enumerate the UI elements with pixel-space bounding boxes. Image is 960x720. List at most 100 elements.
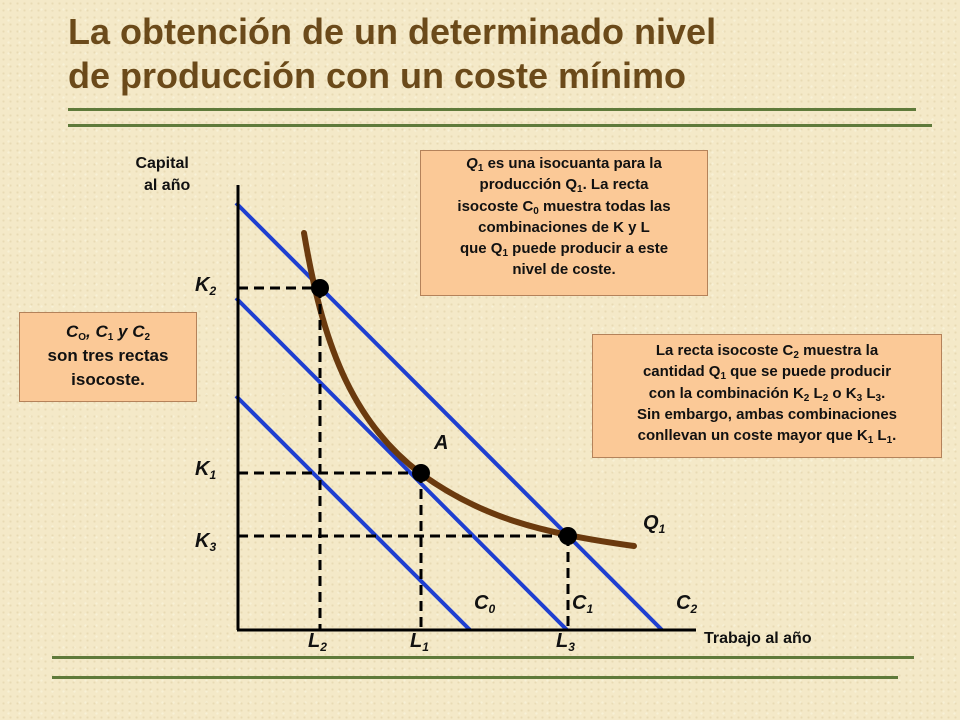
footer-rule-top — [52, 656, 914, 659]
note-right-line-3-sub-a: 2 — [803, 392, 810, 404]
label-l3-sub: 3 — [568, 640, 575, 654]
note-left-line-1: CO, C1 y C2 — [20, 320, 196, 344]
label-a: A — [434, 432, 449, 454]
label-l3-text: L — [556, 630, 569, 652]
note-right-line-5-sub-b: 1 — [886, 435, 893, 447]
note-top-line-2-b: . La recta — [582, 176, 649, 194]
label-k2-sub: 2 — [209, 284, 217, 298]
label-q1-sub: 1 — [658, 522, 666, 536]
label-k1: K1 — [195, 458, 216, 481]
label-l1: L1 — [410, 630, 429, 653]
note-right-line-2-b: que se puede producir — [726, 363, 892, 381]
footer-rule-bottom — [52, 676, 898, 679]
label-c0-text: C — [474, 592, 489, 614]
y-axis-label-line-1: Capital — [135, 155, 189, 172]
note-top-line-3-b: muestra todas las — [538, 197, 671, 215]
note-right-line-4: Sin embargo, ambas combinaciones — [636, 405, 898, 423]
label-l2-text: L — [308, 630, 321, 652]
label-c2-text: C — [676, 592, 691, 614]
title-rule-top — [68, 108, 916, 111]
note-right-line-3-sub-d: 3 — [875, 392, 882, 404]
label-k2-text: K — [195, 274, 210, 296]
note-top-q-sub: 1 — [477, 163, 484, 174]
point-k2-l2 — [311, 279, 329, 297]
note-top-line-2-a: producción Q — [479, 176, 578, 194]
title-rule-bottom — [68, 124, 932, 127]
note-top-line-3-sub: 0 — [533, 205, 539, 217]
note-left-c1: , C — [86, 322, 108, 341]
note-right-line-5-a: conllevan un coste mayor que K — [637, 427, 868, 445]
label-c0-sub: 0 — [488, 602, 496, 616]
note-left-c0-sub: O — [78, 332, 86, 343]
label-l2-sub: 2 — [320, 640, 327, 654]
note-isocost-lines: CO, C1 y C2 son tres rectas isocoste. — [19, 312, 197, 402]
note-top-q: Q — [466, 155, 478, 172]
label-k3-sub: 3 — [209, 540, 217, 554]
label-c1-sub: 1 — [586, 602, 594, 616]
label-k2: K2 — [195, 274, 216, 297]
note-top-line-1-rest: es una isocuanta para la — [483, 155, 662, 172]
note-top-line-2-sub: 1 — [577, 184, 583, 196]
label-k3: K3 — [195, 530, 216, 553]
label-c2: C2 — [676, 592, 697, 615]
note-right-line-2: cantidad Q1 que se puede producir — [593, 361, 941, 382]
label-l1-text: L — [410, 630, 423, 652]
note-right-line-1-a: La recta isocoste C — [655, 342, 794, 359]
note-left-c2: y C — [113, 322, 145, 341]
note-right-line-3-e: . — [881, 384, 886, 402]
title-line-2: de producción con un coste mínimo — [68, 55, 687, 96]
note-right-line-2-a: cantidad Q — [642, 363, 721, 381]
label-q1-text: Q — [643, 512, 659, 534]
page-title: La obtención de un determinado nivel de … — [68, 10, 928, 98]
point-a — [412, 464, 430, 482]
note-right-line-3-sub-b: 2 — [822, 392, 829, 404]
note-top-line-2: producción Q1. La recta — [421, 174, 707, 195]
note-right-line-3-a: con la combinación K — [648, 384, 804, 402]
title-line-1: La obtención de un determinado nivel — [68, 11, 717, 52]
note-right-line-1-b: muestra la — [798, 342, 879, 359]
note-right-line-5-c: . — [892, 427, 897, 445]
note-top-line-5-sub: 1 — [502, 248, 509, 260]
note-right-line-1-sub: 2 — [793, 350, 799, 361]
note-right-line-5-b: L — [873, 427, 887, 445]
note-top-line-4: combinaciones de K y L — [478, 218, 650, 236]
note-top-line-3: isocoste C0 muestra todas las — [421, 196, 707, 217]
note-top-line-5-b: puede producir a este — [508, 240, 669, 258]
y-axis-label-line-2: al año — [144, 177, 191, 194]
label-c2-sub: 2 — [690, 602, 698, 616]
label-q1: Q1 — [643, 512, 665, 535]
label-c0: C0 — [474, 592, 495, 615]
note-right-line-5: conllevan un coste mayor que K1 L1. — [593, 425, 941, 446]
note-top-line-3-a: isocoste C — [457, 197, 534, 215]
note-left-line-3: isocoste. — [71, 370, 145, 389]
note-left-c1-sub: 1 — [107, 332, 114, 343]
y-axis-label: Capital al año — [134, 153, 190, 197]
label-c1: C1 — [572, 592, 593, 615]
note-right-line-3-d: L — [862, 384, 876, 402]
note-right-line-1: La recta isocoste C2 muestra la — [593, 340, 941, 361]
note-isocost-c2: La recta isocoste C2 muestra la cantidad… — [592, 334, 942, 458]
note-right-line-2-sub: 1 — [720, 371, 727, 383]
isocost-line-c2 — [234, 201, 664, 632]
note-right-line-3-b: L — [809, 384, 823, 402]
note-left-c2-sub: 2 — [144, 332, 151, 343]
note-top-line-6: nivel de coste. — [512, 261, 616, 279]
label-l1-sub: 1 — [422, 640, 429, 654]
x-axis-label: Trabajo al año — [704, 630, 812, 647]
point-k3-l3 — [559, 527, 577, 545]
isocost-line-c1 — [234, 296, 569, 632]
note-left-c0: C — [65, 322, 79, 341]
dashed-guides — [238, 286, 570, 630]
note-top-line-5-a: que Q — [459, 240, 503, 258]
note-left-line-2: son tres rectas — [47, 346, 169, 365]
isocost-line-c0 — [234, 394, 472, 632]
note-right-line-3: con la combinación K2 L2 o K3 L3. — [593, 383, 941, 404]
label-l2: L2 — [308, 630, 327, 653]
label-k1-text: K — [195, 458, 210, 480]
note-right-line-3-c: o K — [828, 384, 857, 402]
note-top-line-5: que Q1 puede producir a este — [421, 238, 707, 259]
note-right-line-3-sub-c: 3 — [856, 392, 863, 404]
note-isoquant-explanation: Q1 es una isocuanta para la producción Q… — [420, 150, 708, 296]
label-k1-sub: 1 — [209, 468, 217, 482]
